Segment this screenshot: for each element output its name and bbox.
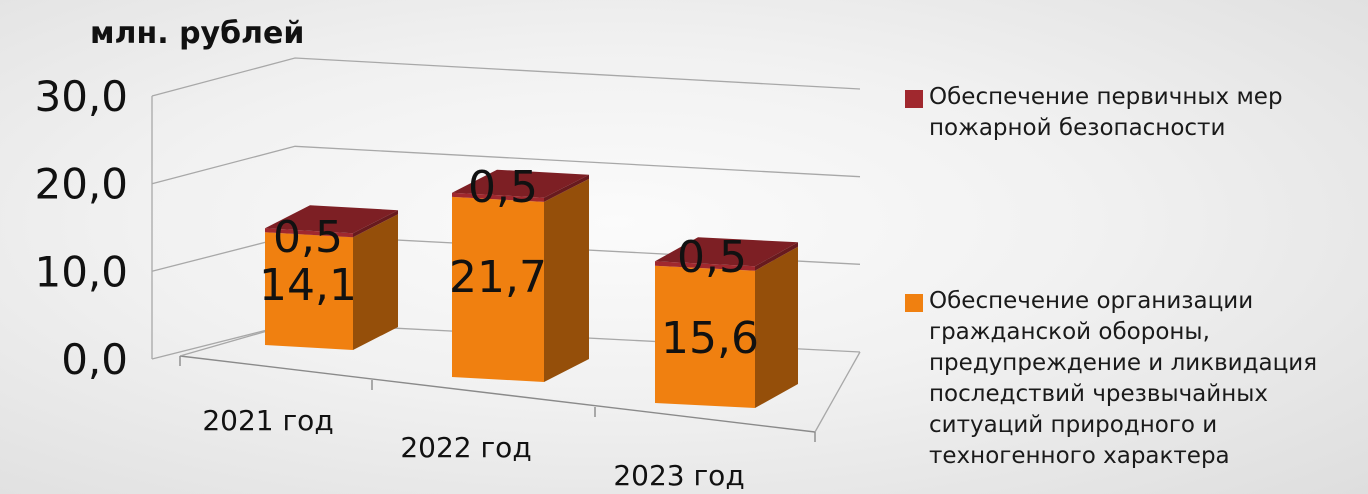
legend-label-fire-safety: Обеспечение первичных мер пожарной безоп…	[929, 84, 1283, 141]
legend-label-civil-defense: Обеспечение организации гражданской обор…	[929, 288, 1318, 469]
legend-item-civil-defense: Обеспечение организации гражданской обор…	[905, 286, 1360, 472]
floor-right-edge	[814, 351, 861, 433]
gridline	[151, 145, 861, 185]
x-axis-line	[179, 355, 816, 433]
bar-lower-side	[544, 178, 589, 382]
legend-swatch-civil-defense	[905, 294, 923, 312]
bar-upper-front	[655, 261, 755, 271]
y-tick-label: 30,0	[34, 72, 128, 121]
bar-upper-side	[544, 174, 589, 202]
bar-lower-front	[452, 196, 544, 382]
legend-swatch-fire-safety	[905, 90, 923, 108]
y-tick-label: 10,0	[34, 247, 128, 296]
bar-lower-front	[655, 265, 755, 408]
bar-stack: 21,7 0,5	[449, 162, 589, 382]
x-tick-label: 2022 год	[400, 431, 531, 464]
bar-upper-side	[353, 210, 398, 238]
y-tick-label: 0,0	[61, 335, 128, 384]
bar-stack: 14,10,5	[259, 205, 398, 350]
data-label-lower: 21,7	[449, 252, 547, 303]
bar-top	[655, 237, 798, 267]
bar-stack: 15,6 0,5	[655, 232, 798, 408]
y-tick-label: 20,0	[34, 160, 128, 209]
x-tick-label: 2021 год	[202, 404, 333, 437]
bar-top	[265, 205, 398, 234]
bar-upper-front	[452, 192, 544, 202]
bar-lower-side	[353, 214, 398, 350]
data-label-lower: 15,6	[661, 313, 759, 364]
x-tick-label: 2023 год	[613, 459, 744, 492]
data-label-upper: 0,5	[677, 232, 747, 283]
y-axis-title: млн. рублей	[90, 16, 304, 51]
bar-lower-front	[265, 232, 353, 350]
bar-lower-side	[755, 246, 798, 408]
legend-item-fire-safety: Обеспечение первичных мер пожарной безоп…	[905, 82, 1360, 144]
bar-upper-side	[755, 242, 798, 271]
data-label-upper: 0,5	[468, 162, 538, 213]
bar-top	[452, 169, 589, 198]
data-label-upper: 0,5	[273, 212, 343, 263]
bar-upper-front	[265, 228, 353, 238]
gridline	[151, 57, 861, 97]
data-label-lower: 14,1	[259, 260, 357, 311]
